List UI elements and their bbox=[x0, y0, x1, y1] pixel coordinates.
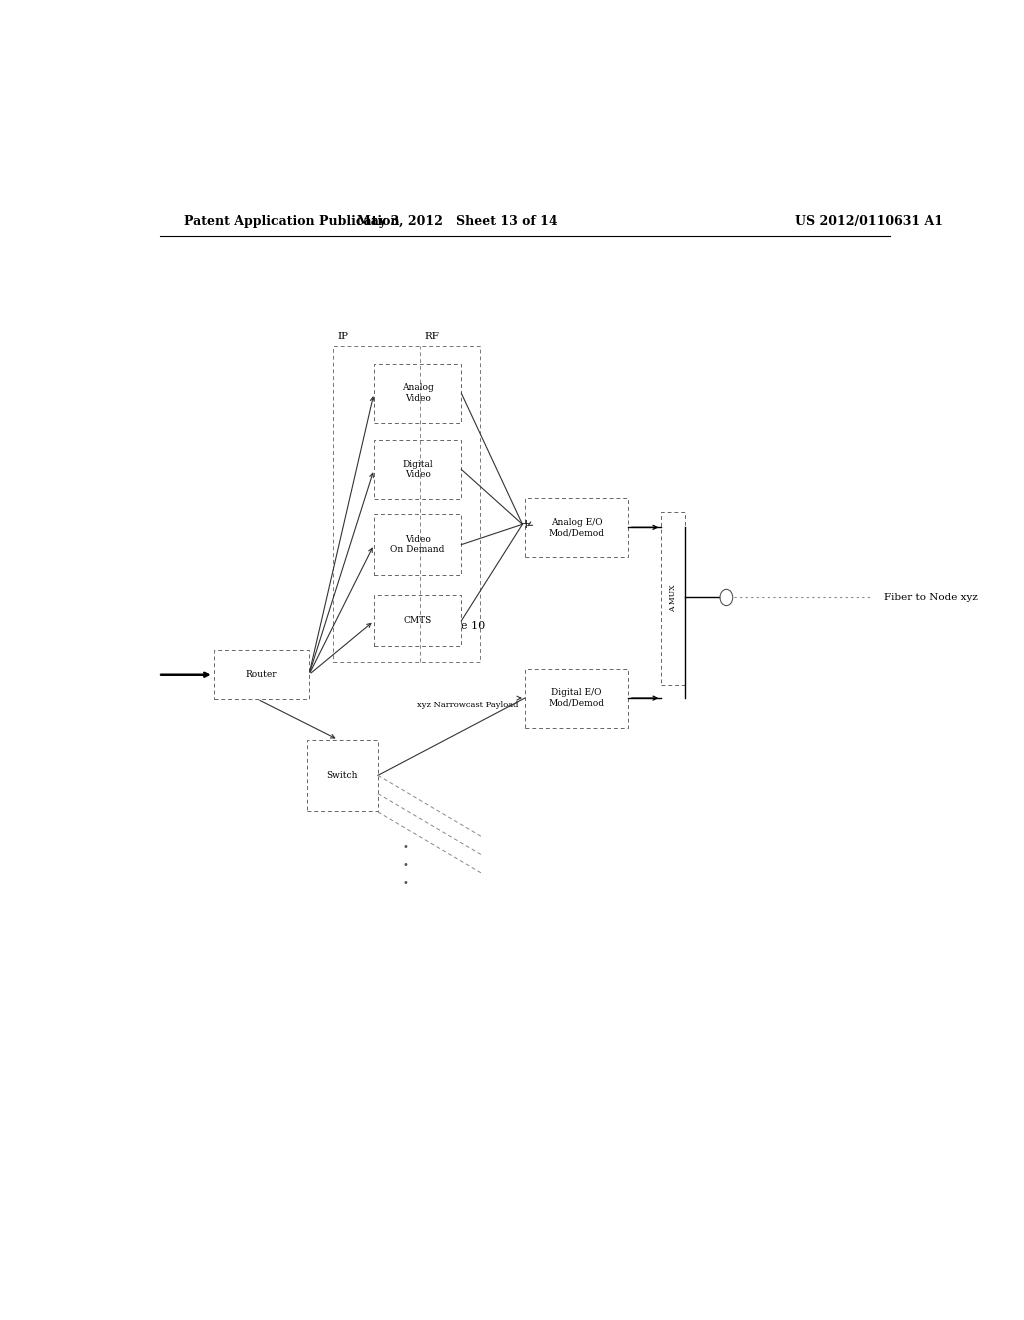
FancyBboxPatch shape bbox=[524, 669, 628, 727]
Text: Digital
Video: Digital Video bbox=[402, 459, 433, 479]
Text: IP: IP bbox=[338, 331, 348, 341]
Text: US 2012/0110631 A1: US 2012/0110631 A1 bbox=[795, 215, 943, 228]
Text: CMTS: CMTS bbox=[403, 616, 432, 626]
Text: Fiber to Node xyz: Fiber to Node xyz bbox=[885, 593, 978, 602]
Text: Video
On Demand: Video On Demand bbox=[390, 535, 444, 554]
Text: •: • bbox=[402, 859, 409, 870]
Text: •: • bbox=[402, 842, 409, 851]
Text: Analog E/O
Mod/Demod: Analog E/O Mod/Demod bbox=[549, 517, 604, 537]
Text: xyz Narrowcast Payload: xyz Narrowcast Payload bbox=[417, 701, 518, 709]
Text: +: + bbox=[520, 517, 530, 531]
Text: A MUX: A MUX bbox=[670, 585, 677, 612]
Text: Figure 10: Figure 10 bbox=[430, 620, 485, 631]
FancyBboxPatch shape bbox=[374, 595, 461, 647]
Text: Switch: Switch bbox=[327, 771, 358, 780]
FancyBboxPatch shape bbox=[374, 364, 461, 422]
FancyBboxPatch shape bbox=[214, 651, 309, 700]
Text: Patent Application Publication: Patent Application Publication bbox=[183, 215, 399, 228]
FancyBboxPatch shape bbox=[306, 739, 378, 810]
FancyBboxPatch shape bbox=[374, 440, 461, 499]
FancyBboxPatch shape bbox=[374, 515, 461, 576]
Text: RF: RF bbox=[425, 331, 439, 341]
FancyBboxPatch shape bbox=[662, 512, 685, 685]
Text: Router: Router bbox=[246, 671, 278, 680]
Text: May 3, 2012   Sheet 13 of 14: May 3, 2012 Sheet 13 of 14 bbox=[357, 215, 558, 228]
FancyBboxPatch shape bbox=[524, 498, 628, 557]
Text: Analog
Video: Analog Video bbox=[401, 384, 433, 403]
Text: •: • bbox=[402, 878, 409, 888]
Text: Digital E/O
Mod/Demod: Digital E/O Mod/Demod bbox=[549, 689, 604, 708]
